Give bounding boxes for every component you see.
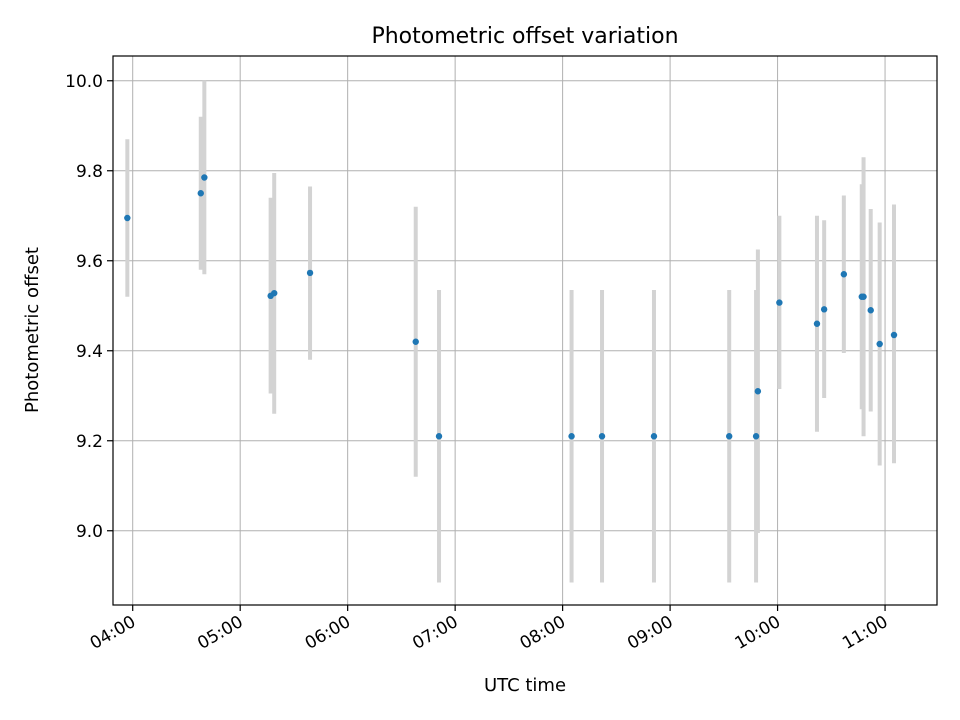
data-point	[860, 293, 867, 300]
y-tick-label: 9.0	[76, 522, 103, 542]
data-point	[867, 307, 874, 314]
data-point	[876, 340, 883, 348]
y-tick-label: 9.6	[76, 252, 103, 272]
data-points	[124, 174, 898, 440]
y-tick-label: 9.4	[76, 342, 103, 362]
y-tick-label: 9.2	[76, 432, 103, 452]
data-point	[306, 269, 314, 277]
data-point	[890, 331, 898, 339]
data-point	[813, 320, 821, 327]
data-point	[752, 433, 760, 440]
chart-title: Photometric offset variation	[371, 24, 678, 49]
data-point	[840, 271, 848, 278]
plot-frame	[112, 55, 938, 606]
y-axis-label: Photometric offset	[22, 247, 43, 413]
data-point	[776, 299, 783, 306]
data-point	[598, 433, 606, 440]
y-tick-label: 9.8	[76, 162, 103, 182]
data-point	[435, 433, 443, 440]
grid	[113, 56, 937, 605]
data-point	[754, 388, 762, 395]
data-point	[197, 190, 204, 197]
data-point	[271, 289, 278, 297]
data-point	[726, 433, 733, 440]
y-tick-label: 10.0	[65, 72, 103, 92]
data-point	[820, 306, 828, 313]
data-point	[201, 174, 208, 181]
data-point	[412, 338, 419, 345]
data-point	[568, 433, 575, 440]
x-axis-label: UTC time	[484, 675, 566, 696]
data-point	[650, 433, 658, 440]
data-point	[124, 214, 131, 222]
